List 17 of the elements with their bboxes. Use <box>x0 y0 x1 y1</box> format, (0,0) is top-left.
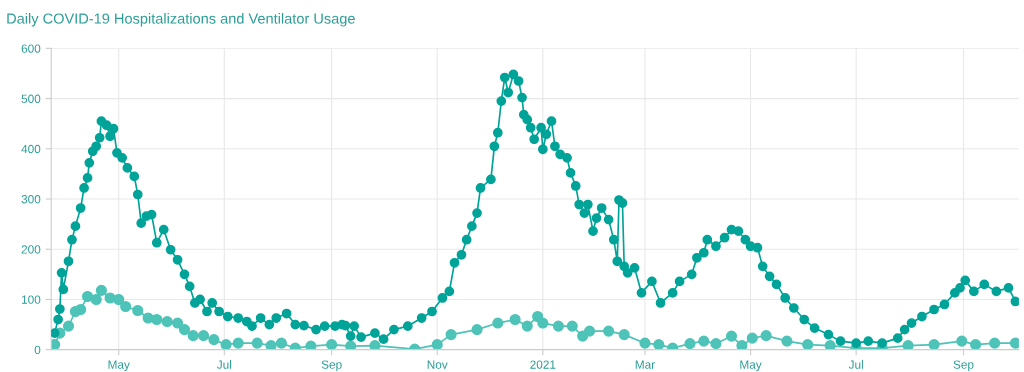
x-tick-label: Mar <box>635 360 655 369</box>
chart-title: Daily COVID-19 Hospitalizations and Ventilator Usage <box>7 13 355 27</box>
x-tick-label: Jul <box>216 360 232 369</box>
x-tick-label: May <box>740 360 762 372</box>
y-tick-label: 200 <box>21 245 41 254</box>
y-tick-label: 300 <box>21 195 41 204</box>
x-tick-label: Jul <box>848 360 863 369</box>
x-tick-label: Sep <box>321 360 342 372</box>
x-tick-label: May <box>108 360 130 372</box>
y-tick-label: 500 <box>21 94 41 103</box>
y-tick-label: 400 <box>21 144 41 154</box>
x-tick-label: Nov <box>427 360 448 369</box>
y-tick-label: 0 <box>34 345 41 355</box>
y-tick-label: 600 <box>21 44 41 53</box>
x-tick-label: Sep <box>953 360 974 372</box>
y-tick-label: 100 <box>21 295 41 304</box>
x-tick-label: 2021 <box>530 360 556 369</box>
